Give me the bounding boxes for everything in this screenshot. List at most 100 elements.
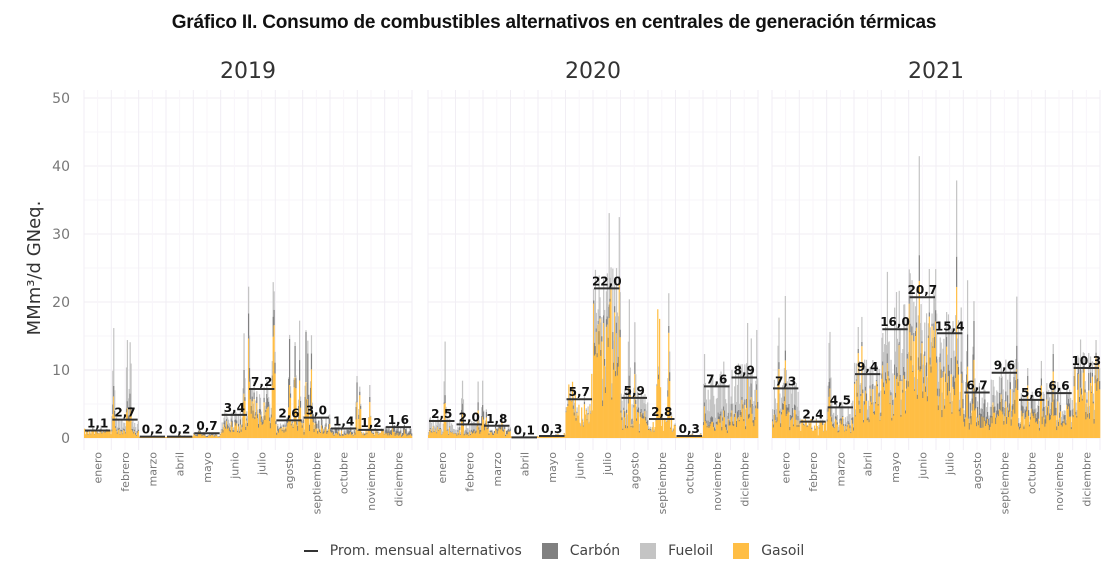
area-segment-gasoil xyxy=(681,436,683,438)
area-segment-fueloil xyxy=(477,381,479,403)
panel-title-2020: 2020 xyxy=(565,59,621,84)
area-segment-fueloil xyxy=(348,429,350,431)
area-segment-fueloil xyxy=(273,291,275,310)
area-segment-gasoil xyxy=(729,425,731,438)
area-segment-carbon xyxy=(319,431,322,433)
area-segment-gasoil xyxy=(1090,393,1093,438)
area-segment-fueloil xyxy=(1093,409,1095,419)
area-segment-gasoil xyxy=(863,422,865,438)
area-segment-carbon xyxy=(853,427,855,431)
area-segment-fueloil xyxy=(658,366,660,375)
area-segment-gasoil xyxy=(576,412,578,438)
area-segment-carbon xyxy=(1082,365,1084,373)
area-segment-carbon xyxy=(775,421,777,423)
area-segment-carbon xyxy=(116,432,119,434)
area-segment-gasoil xyxy=(619,337,621,438)
area-segment-gasoil xyxy=(329,423,331,438)
area-segment-carbon xyxy=(272,316,274,337)
area-segment-fueloil xyxy=(781,397,783,412)
x-tick-label: marzo xyxy=(491,452,504,487)
area-segment-gasoil xyxy=(344,435,346,438)
area-segment-carbon xyxy=(465,430,467,434)
area-segment-gasoil xyxy=(731,410,733,438)
monthly-average-label: 0,2 xyxy=(142,423,163,437)
area-segment-carbon xyxy=(997,403,999,415)
area-segment-carbon xyxy=(86,431,88,433)
x-tick-label: marzo xyxy=(834,452,847,487)
area-segment-carbon xyxy=(223,422,225,425)
area-segment-carbon xyxy=(837,430,839,433)
area-segment-gasoil xyxy=(398,435,400,438)
area-segment-gasoil xyxy=(896,376,899,438)
area-segment-gasoil xyxy=(984,421,986,438)
area-segment-gasoil xyxy=(393,431,395,438)
area-segment-fueloil xyxy=(1059,402,1061,413)
area-segment-carbon xyxy=(604,358,606,366)
x-tick-label: septiembre xyxy=(310,452,323,515)
area-segment-carbon xyxy=(880,412,882,417)
area-segment-carbon xyxy=(643,416,645,419)
area-segment-carbon xyxy=(220,432,222,434)
area-segment-carbon xyxy=(196,434,199,437)
area-segment-carbon xyxy=(351,432,354,435)
area-segment-fueloil xyxy=(865,359,868,394)
area-segment-gasoil xyxy=(108,429,110,438)
area-segment-fueloil xyxy=(982,411,984,417)
area-segment-carbon xyxy=(718,416,720,420)
area-segment-fueloil xyxy=(934,295,936,337)
area-segment-gasoil xyxy=(480,431,482,438)
area-segment-carbon xyxy=(703,402,706,407)
area-segment-gasoil xyxy=(239,424,242,438)
area-segment-gasoil xyxy=(379,433,381,438)
area-segment-gasoil xyxy=(246,420,248,438)
area-segment-carbon xyxy=(1007,410,1010,418)
area-segment-gasoil xyxy=(396,435,398,438)
area-segment-gasoil xyxy=(1042,411,1044,438)
area-segment-carbon xyxy=(799,420,801,424)
area-segment-carbon xyxy=(725,424,728,430)
area-segment-gasoil xyxy=(464,434,466,438)
area-segment-fueloil xyxy=(387,430,389,432)
area-segment-fueloil xyxy=(976,416,978,423)
area-segment-fueloil xyxy=(746,363,748,399)
area-segment-gasoil xyxy=(206,437,208,438)
area-segment-fueloil xyxy=(843,425,846,431)
area-segment-fueloil xyxy=(470,431,472,434)
area-segment-carbon xyxy=(727,412,729,419)
area-segment-gasoil xyxy=(873,413,875,438)
monthly-average-label: 7,6 xyxy=(706,372,727,386)
area-segment-fueloil xyxy=(253,381,255,393)
area-segment-carbon xyxy=(252,410,254,419)
area-segment-carbon xyxy=(112,404,114,415)
area-segment-gasoil xyxy=(240,431,242,438)
area-segment-fueloil xyxy=(227,417,229,425)
area-segment-fueloil xyxy=(704,382,707,414)
area-segment-fueloil xyxy=(462,399,465,417)
area-segment-gasoil xyxy=(823,423,826,438)
area-segment-carbon xyxy=(261,421,263,425)
area-segment-carbon xyxy=(740,411,742,417)
area-segment-gasoil xyxy=(462,426,465,438)
area-segment-carbon xyxy=(482,404,484,417)
area-segment-carbon xyxy=(1036,417,1038,422)
area-segment-carbon xyxy=(1062,420,1064,424)
area-segment-gasoil xyxy=(457,432,459,438)
area-segment-carbon xyxy=(330,430,333,433)
area-segment-carbon xyxy=(352,435,354,437)
area-segment-fueloil xyxy=(1056,420,1058,427)
area-segment-gasoil xyxy=(109,430,111,438)
area-segment-gasoil xyxy=(1007,417,1010,438)
area-segment-carbon xyxy=(915,322,918,328)
area-segment-carbon xyxy=(435,428,437,430)
area-segment-gasoil xyxy=(668,332,670,438)
area-segment-fueloil xyxy=(323,428,325,431)
area-segment-carbon xyxy=(1053,399,1055,416)
area-segment-fueloil xyxy=(943,338,945,367)
area-segment-carbon xyxy=(729,421,731,426)
area-segment-gasoil xyxy=(1033,418,1035,438)
area-segment-fueloil xyxy=(646,410,648,422)
area-segment-fueloil xyxy=(1041,408,1043,417)
area-segment-gasoil xyxy=(1098,363,1100,438)
area-segment-gasoil xyxy=(250,413,252,438)
area-segment-gasoil xyxy=(1029,419,1032,438)
